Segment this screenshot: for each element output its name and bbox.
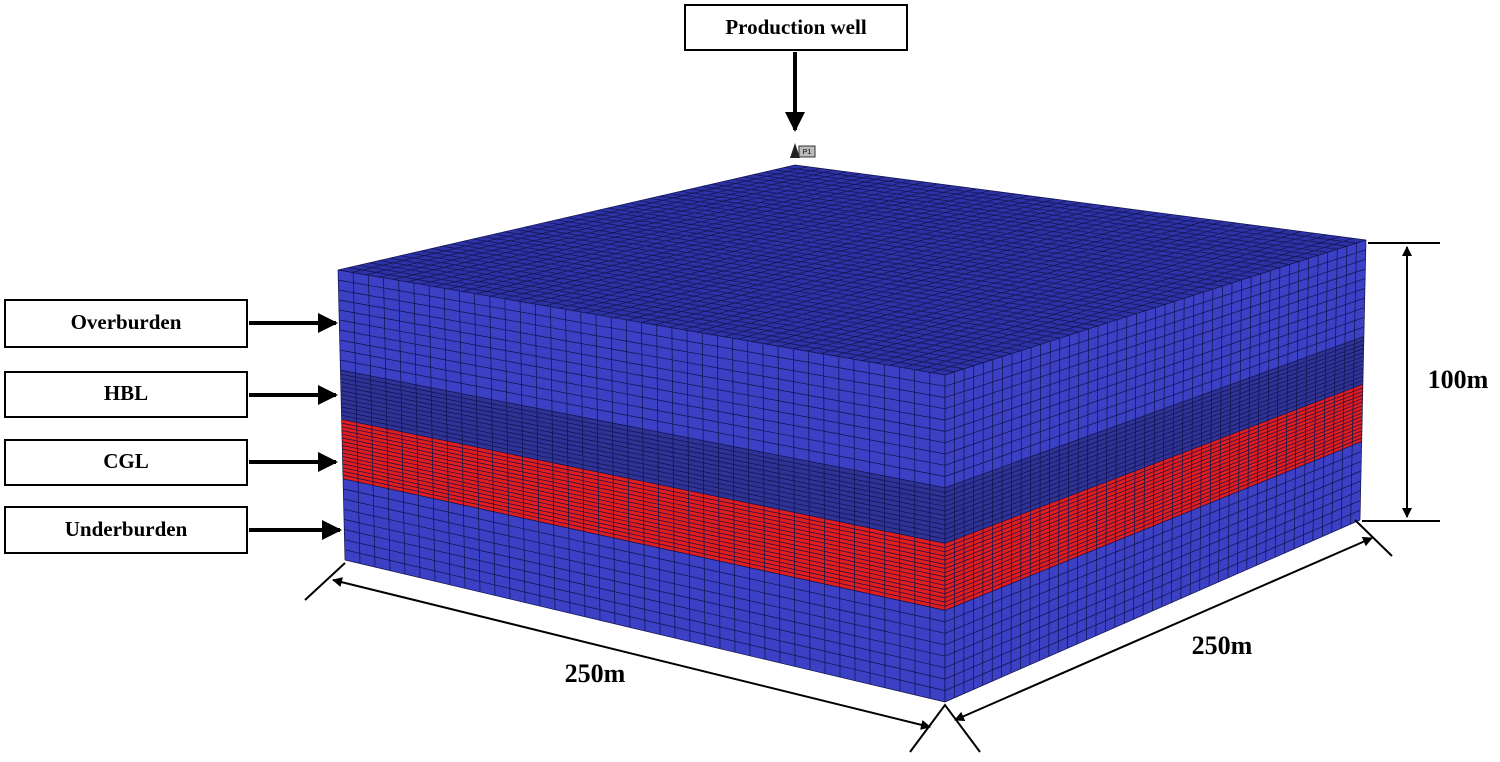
well-marker	[790, 143, 800, 158]
layer-labels: Overburden HBL CGL Underburden	[4, 299, 342, 554]
layer-label: CGL	[103, 449, 149, 473]
well-marker-box	[798, 145, 816, 158]
layer-label-box	[4, 371, 248, 418]
well-marker-label: P1	[803, 149, 812, 156]
mesh-model	[337, 164, 1367, 703]
right-face-mesh	[944, 239, 1367, 489]
length-dimension: 250m	[304, 562, 981, 753]
layer-label: Underburden	[65, 517, 188, 541]
dimension-arrow	[954, 537, 1373, 721]
dimension-line	[304, 562, 346, 601]
dimension-arrow	[332, 577, 931, 730]
well-label: Production well	[725, 15, 867, 39]
layer-label: HBL	[104, 381, 148, 405]
layer-label: Overburden	[71, 310, 182, 334]
left-face-mesh	[341, 419, 946, 611]
width-label: 250m	[1192, 631, 1253, 660]
dimension-line	[1354, 519, 1393, 557]
length-label: 250m	[565, 659, 626, 688]
dimension-line	[909, 703, 981, 753]
width-dimension: 250m	[954, 519, 1393, 721]
height-label: 100m	[1428, 365, 1489, 394]
layer-label-box	[4, 439, 248, 486]
well-label-box	[684, 4, 908, 51]
left-face-band	[338, 270, 945, 488]
layer-label-box	[4, 506, 248, 554]
height-dimension: 100m	[1362, 242, 1489, 522]
right-face-band	[945, 240, 1366, 488]
layer-label-box	[4, 299, 248, 348]
left-face-mesh	[337, 269, 946, 489]
